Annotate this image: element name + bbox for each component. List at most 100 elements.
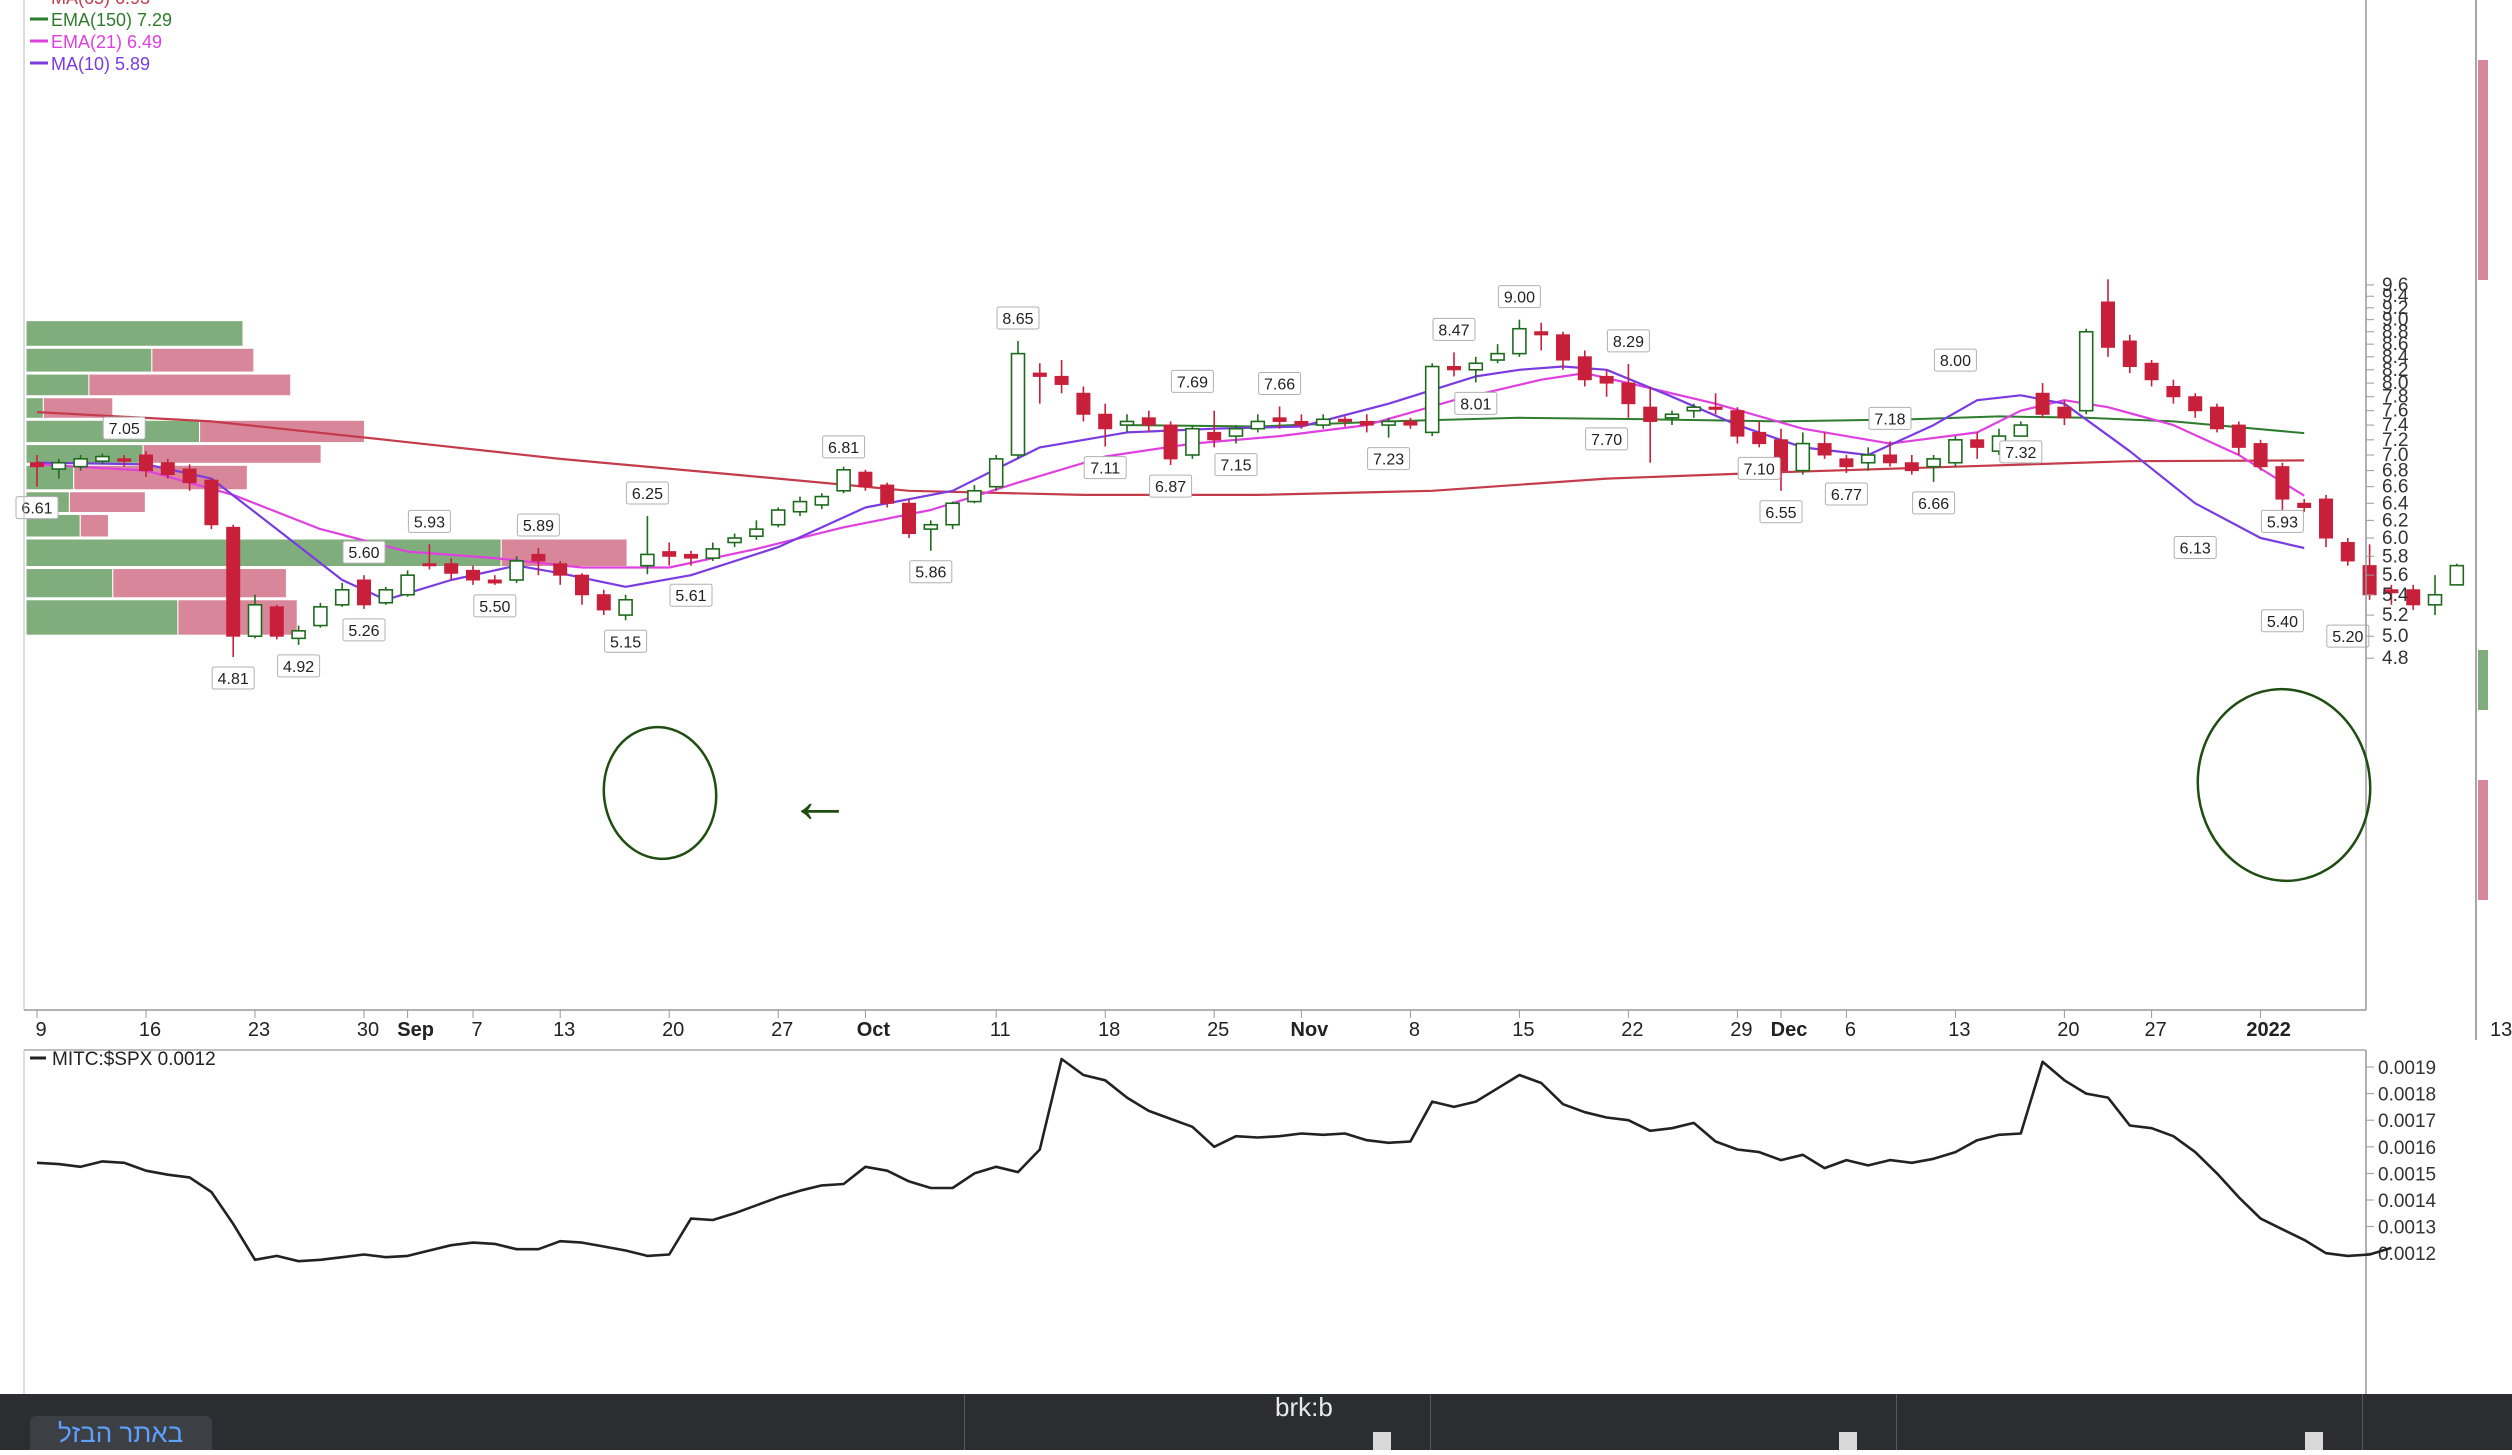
candle	[2188, 393, 2203, 418]
tab-label: באתר הבזל	[58, 1418, 184, 1448]
candle-body-up	[95, 455, 110, 462]
volume-bar-down	[151, 347, 255, 373]
candle-body-down	[1643, 406, 1658, 422]
price-label: 7.05	[109, 421, 140, 438]
candle-body-down	[160, 462, 175, 476]
candle-body-down	[2188, 396, 2203, 412]
price-label-box	[1759, 500, 1803, 524]
price-label-box	[1737, 456, 1781, 480]
tab-active[interactable]: באתר הבזל	[30, 1416, 212, 1450]
candles	[30, 279, 2465, 658]
candle-body-down	[1447, 366, 1461, 371]
candle-body-down	[1141, 417, 1156, 426]
candle-body-down	[269, 606, 284, 637]
candle	[1403, 417, 1418, 429]
candle	[73, 455, 88, 471]
tab-2[interactable]	[1430, 1394, 1897, 1450]
price-label-box	[604, 629, 648, 653]
candle	[1468, 356, 1484, 383]
candle	[1381, 417, 1396, 438]
time-axis-label: 8	[1409, 1019, 1420, 1041]
candle-body-up	[2449, 564, 2465, 586]
price-axis-label: 5.6	[2382, 565, 2408, 586]
price-label: 7.18	[1874, 411, 1905, 428]
candle	[291, 625, 306, 645]
candle	[1795, 432, 1811, 475]
candle	[1686, 403, 1702, 418]
candle-body-down	[1032, 372, 1047, 377]
tab-4[interactable]	[2362, 1394, 2512, 1450]
candle-body-down	[1752, 431, 1767, 445]
candle-body-up	[1512, 327, 1527, 355]
tab-3[interactable]	[1896, 1394, 2363, 1450]
candle-body-up	[749, 528, 764, 538]
time-axis-label: 27	[771, 1019, 793, 1041]
candle-body-down	[1054, 375, 1069, 385]
candle	[1359, 414, 1374, 433]
price-axis-label: 5.2	[2382, 605, 2408, 626]
volume-bar-down	[142, 444, 322, 464]
candle	[1839, 455, 1854, 473]
candle-body-down	[575, 574, 589, 596]
candle-body-down	[858, 471, 873, 488]
price-label-box	[1868, 406, 1912, 430]
volume-bar-up	[25, 373, 90, 397]
candle	[836, 466, 851, 494]
candle-body-up	[1686, 406, 1702, 412]
candle-body-up	[1185, 427, 1200, 456]
candle	[2035, 383, 2050, 418]
candle-body-up	[836, 469, 851, 492]
time-axis-label: Sep	[397, 1019, 434, 1041]
candle-body-down	[2166, 385, 2181, 398]
time-axis-label: 29	[1730, 1019, 1752, 1041]
candle	[988, 455, 1004, 491]
candle-body-down	[226, 526, 241, 637]
candle	[400, 570, 415, 597]
annotation-circle	[2196, 687, 2372, 883]
price-axis-label: 9.0	[2382, 310, 2408, 331]
candle-body-up	[945, 502, 960, 526]
price-axis-label: 6.6	[2382, 477, 2408, 498]
candle-body-down	[204, 479, 219, 526]
candle-body-up	[1926, 458, 1941, 468]
candle	[945, 501, 960, 530]
price-label: 5.50	[479, 599, 510, 616]
price-axis-label: 7.4	[2382, 415, 2409, 436]
volume-bar-up	[25, 568, 114, 599]
price-label: 5.93	[2267, 514, 2298, 531]
price-label: 7.32	[2005, 445, 2036, 462]
candle-body-down	[531, 553, 546, 562]
candle-body-up	[1315, 418, 1331, 426]
price-label: 9.00	[1504, 290, 1535, 307]
price-axis-label: 9.2	[2382, 298, 2408, 319]
volume-bar-up	[25, 599, 179, 636]
time-axis-label: 7	[471, 1019, 482, 1041]
candle-body-down	[1599, 375, 1614, 384]
price-label-box	[2260, 509, 2304, 533]
candle	[1207, 410, 1222, 448]
candle-body-up	[770, 509, 786, 526]
document-icon	[1839, 1432, 1857, 1450]
candle	[30, 455, 44, 487]
candle-body-up	[814, 495, 830, 506]
price-label-box	[1149, 474, 1193, 498]
time-axis-label: 20	[662, 1019, 684, 1041]
price-label-box	[1083, 456, 1127, 480]
ema21-line	[36, 372, 2305, 569]
candle	[2101, 279, 2115, 357]
price-label: 7.69	[1177, 374, 1208, 391]
candle	[2384, 584, 2399, 605]
candle-body-up	[727, 537, 742, 544]
candle-body-up	[2078, 330, 2094, 412]
candle	[1664, 410, 1680, 426]
candle-body-up	[51, 461, 67, 470]
tab-brk[interactable]: brk:b	[964, 1392, 1431, 1450]
candle	[160, 458, 175, 479]
price-label-box	[669, 583, 713, 607]
candle-body-down	[2101, 301, 2115, 348]
candle	[1141, 410, 1156, 433]
candle	[596, 589, 611, 616]
volume-bar-down	[73, 464, 248, 491]
candle-body-down	[902, 502, 916, 535]
